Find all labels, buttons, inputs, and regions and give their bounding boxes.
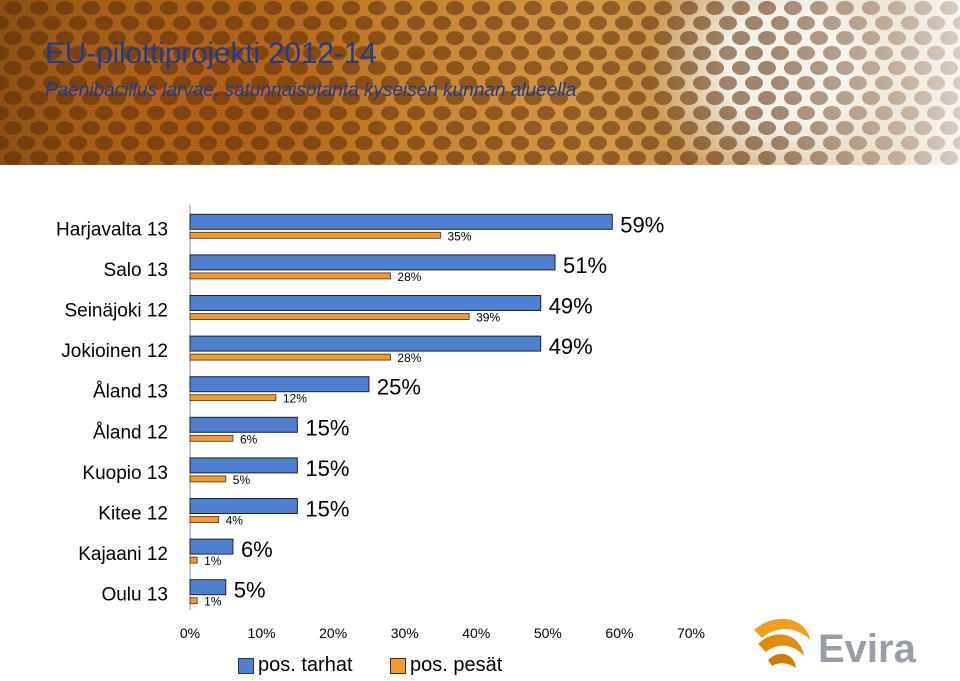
- data-label-tarhat: 15%: [305, 497, 349, 522]
- x-tick-label: 40%: [462, 625, 490, 641]
- data-label-pesat: 1%: [204, 595, 222, 609]
- y-tick-label: Kuopio 13: [82, 463, 168, 484]
- y-tick-label: Kitee 12: [98, 504, 168, 525]
- data-label-pesat: 35%: [448, 229, 472, 243]
- data-label-tarhat: 6%: [241, 537, 273, 562]
- data-label-pesat: 28%: [397, 270, 421, 284]
- bar-pesat: [189, 516, 220, 523]
- data-label-tarhat: 15%: [305, 415, 349, 440]
- data-label-pesat: 5%: [233, 473, 251, 487]
- data-label-tarhat: 25%: [377, 375, 421, 400]
- honeycomb-background: [0, 0, 960, 165]
- legend-label-pesat: pos. pesät: [410, 654, 503, 676]
- evira-swoosh-logo: Evira: [754, 618, 917, 671]
- bar-pesat: [189, 597, 198, 605]
- x-tick-label: 20%: [319, 625, 347, 641]
- x-tick-label: 50%: [534, 625, 562, 641]
- bar-pesat: [189, 313, 470, 320]
- data-label-pesat: 1%: [204, 554, 222, 568]
- x-tick-label: 30%: [391, 625, 419, 641]
- data-label-tarhat: 15%: [305, 456, 349, 481]
- bar-tarhat: [189, 295, 542, 311]
- data-label-tarhat: 5%: [234, 578, 266, 603]
- data-label-tarhat: 49%: [549, 294, 593, 319]
- legend-swatch-pesat: [390, 658, 406, 674]
- y-tick-label: Jokioinen 12: [61, 341, 168, 362]
- x-tick-label: 70%: [677, 625, 705, 641]
- data-label-tarhat: 49%: [549, 334, 593, 359]
- logo-text: Evira: [818, 627, 917, 671]
- bar-pesat: [189, 353, 391, 361]
- y-tick-label: Seinäjoki 12: [64, 301, 168, 322]
- y-tick-label: Åland 12: [93, 422, 168, 443]
- bar-tarhat: [189, 579, 227, 596]
- evira-logo: Evira: [748, 610, 918, 674]
- legend-swatch-tarhat: [238, 658, 254, 674]
- bar-tarhat: [189, 457, 298, 474]
- data-label-pesat: 4%: [226, 514, 244, 528]
- bar-pesat: [189, 394, 277, 402]
- data-label-tarhat: 51%: [563, 253, 607, 278]
- bar-pesat: [189, 556, 198, 564]
- y-tick-label: Kajaani 12: [78, 544, 168, 565]
- bar-pesat: [189, 475, 227, 483]
- bar-tarhat: [189, 538, 234, 555]
- data-label-pesat: 12%: [283, 392, 307, 406]
- data-label-tarhat: 59%: [620, 212, 664, 237]
- data-label-pesat: 28%: [397, 351, 421, 365]
- y-tick-label: Harjavalta 13: [56, 219, 168, 240]
- y-tick-label: Salo 13: [104, 260, 168, 281]
- x-tick-label: 60%: [605, 625, 633, 641]
- page-subtitle: Paenibacillus larvae, satunnaisotanta ky…: [45, 80, 577, 101]
- bar-tarhat: [189, 416, 298, 433]
- y-tick-label: Oulu 13: [101, 585, 168, 606]
- x-tick-label: 10%: [248, 625, 276, 641]
- x-tick-label: 0%: [180, 625, 200, 641]
- data-label-pesat: 39%: [476, 311, 500, 325]
- page-title: EU-pilottiprojekti 2012-14: [45, 37, 377, 70]
- bar-pesat: [189, 434, 234, 442]
- bar-pesat: [189, 231, 441, 239]
- bar-tarhat: [189, 376, 370, 393]
- bar-tarhat: [189, 254, 556, 271]
- bar-tarhat: [189, 335, 542, 352]
- legend-label-tarhat: pos. tarhat: [258, 654, 353, 676]
- bar-tarhat: [189, 498, 298, 514]
- data-label-pesat: 6%: [240, 432, 258, 446]
- bar-pesat: [189, 272, 391, 280]
- header-banner: EU-pilottiprojekti 2012-14 Paenibacillus…: [0, 0, 960, 165]
- bar-tarhat: [189, 213, 613, 230]
- y-tick-label: Åland 13: [93, 382, 168, 403]
